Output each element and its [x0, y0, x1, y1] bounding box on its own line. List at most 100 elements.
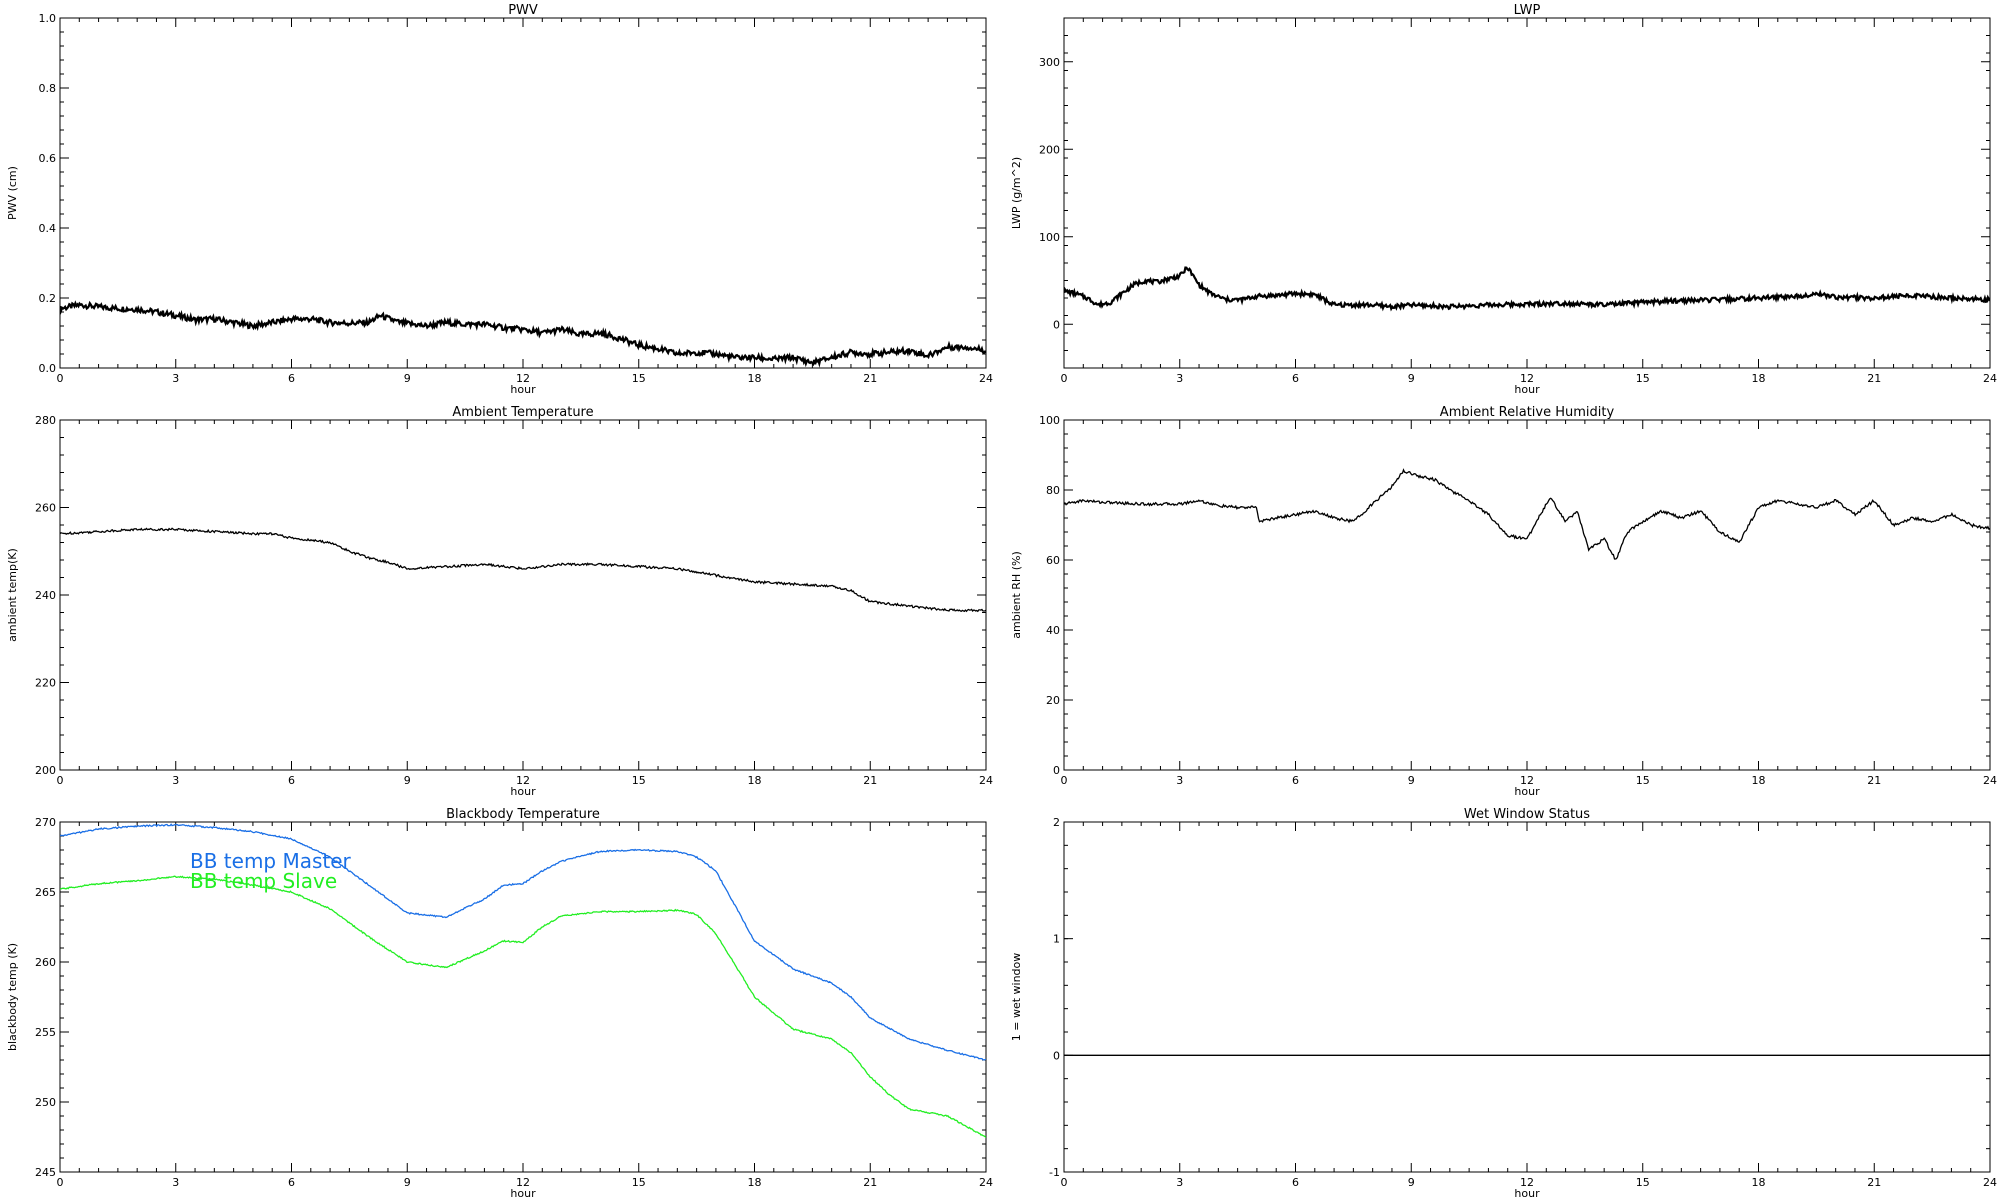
x-tick-label: 21: [863, 1176, 877, 1189]
x-tick-label: 9: [404, 1176, 411, 1189]
y-tick-label: 80: [1046, 484, 1060, 497]
x-tick-label: 12: [1520, 372, 1534, 385]
x-axis-label: hour: [1514, 785, 1540, 798]
series-line-bb-temp-slave: [60, 875, 986, 1139]
x-tick-label: 3: [172, 372, 179, 385]
x-tick-label: 3: [172, 1176, 179, 1189]
series-line: [60, 527, 986, 613]
x-tick-label: 6: [288, 372, 295, 385]
x-tick-label: 0: [1061, 1176, 1068, 1189]
x-tick-label: 9: [1408, 1176, 1415, 1189]
x-tick-label: 0: [57, 372, 64, 385]
legend-entry: BB temp Master: [190, 849, 352, 873]
y-tick-label: 240: [35, 589, 56, 602]
chart-title: Ambient Relative Humidity: [1440, 405, 1615, 420]
y-tick-label: 1: [1053, 933, 1060, 946]
series-line: [60, 300, 986, 368]
y-tick-label: 0: [1053, 764, 1060, 777]
x-tick-label: 9: [404, 372, 411, 385]
y-tick-label: 0.0: [39, 362, 57, 375]
x-tick-label: 15: [1636, 1176, 1650, 1189]
y-tick-label: 2: [1053, 816, 1060, 829]
x-tick-label: 12: [1520, 1176, 1534, 1189]
x-tick-label: 15: [1636, 774, 1650, 787]
chart-title: Ambient Temperature: [452, 405, 593, 420]
chart-panel-1: LWP 0 3 6 9 12 15 18 21 24 hour 0 100 200 300 LWP (g/m^…: [1010, 3, 1997, 396]
y-tick-label: 255: [35, 1026, 56, 1039]
y-tick-label: 280: [35, 414, 56, 427]
y-axis-label: 1 = wet window: [1010, 953, 1023, 1042]
x-tick-label: 15: [632, 1176, 646, 1189]
x-tick-label: 3: [172, 774, 179, 787]
x-tick-label: 12: [516, 1176, 530, 1189]
chart-title: Blackbody Temperature: [446, 807, 600, 822]
series-line: [1064, 468, 1990, 560]
x-tick-label: 3: [1176, 774, 1183, 787]
y-tick-label: 0.8: [39, 82, 57, 95]
y-tick-label: 220: [35, 677, 56, 690]
x-tick-label: 6: [288, 774, 295, 787]
y-tick-label: 0: [1053, 318, 1060, 331]
x-tick-label: 18: [1752, 774, 1766, 787]
x-tick-label: 24: [1983, 1176, 1997, 1189]
chart-panel-0: PWV 0 3 6 9 12 15 18 21 24 hour 0.0 0.2 0.4 0.6 0.8 1.0 P…: [6, 3, 993, 396]
y-tick-label: 270: [35, 816, 56, 829]
series-line: [1064, 266, 1990, 312]
y-axis-label: LWP (g/m^2): [1010, 157, 1023, 229]
x-tick-label: 21: [1867, 372, 1881, 385]
x-tick-label: 3: [1176, 1176, 1183, 1189]
y-tick-label: -1: [1049, 1166, 1060, 1179]
y-tick-label: 300: [1039, 56, 1060, 69]
y-tick-label: 260: [35, 502, 56, 515]
x-tick-label: 0: [57, 1176, 64, 1189]
x-tick-label: 24: [979, 372, 993, 385]
y-tick-label: 200: [1039, 143, 1060, 156]
x-tick-label: 21: [863, 372, 877, 385]
x-tick-label: 6: [288, 1176, 295, 1189]
y-tick-label: 1.0: [39, 12, 57, 25]
x-axis-label: hour: [510, 383, 536, 396]
x-tick-label: 18: [748, 774, 762, 787]
legend-entry: BB temp Slave: [190, 869, 337, 893]
y-tick-label: 0.4: [39, 222, 57, 235]
x-axis-label: hour: [510, 785, 536, 798]
y-tick-label: 245: [35, 1166, 56, 1179]
y-axis-label: ambient temp(K): [6, 548, 19, 642]
y-tick-label: 40: [1046, 624, 1060, 637]
x-tick-label: 15: [632, 372, 646, 385]
y-tick-label: 250: [35, 1096, 56, 1109]
x-tick-label: 9: [1408, 372, 1415, 385]
x-tick-label: 6: [1292, 774, 1299, 787]
chart-title: Wet Window Status: [1464, 807, 1590, 822]
x-tick-label: 0: [1061, 774, 1068, 787]
x-tick-label: 9: [1408, 774, 1415, 787]
chart-panel-3: Ambient Relative Humidity 0 3 6 9 12 15 18 21 24 h…: [1010, 405, 1997, 798]
x-tick-label: 0: [57, 774, 64, 787]
x-tick-label: 9: [404, 774, 411, 787]
y-tick-label: 0: [1053, 1049, 1060, 1062]
x-tick-label: 6: [1292, 1176, 1299, 1189]
x-axis-label: hour: [1514, 383, 1540, 396]
x-tick-label: 24: [1983, 774, 1997, 787]
x-tick-label: 18: [1752, 1176, 1766, 1189]
x-tick-label: 18: [1752, 372, 1766, 385]
x-axis-label: hour: [1514, 1187, 1540, 1200]
x-tick-label: 12: [1520, 774, 1534, 787]
x-tick-label: 24: [979, 774, 993, 787]
x-tick-label: 3: [1176, 372, 1183, 385]
y-tick-label: 60: [1046, 554, 1060, 567]
chart-title: PWV: [508, 3, 538, 18]
y-tick-label: 0.2: [39, 292, 57, 305]
x-tick-label: 18: [748, 1176, 762, 1189]
chart-panel-4: Blackbody Temperature 0 3 6 9 12 15 18 21 24 hour 2…: [6, 807, 993, 1200]
y-axis-label: PWV (cm): [6, 166, 19, 220]
x-axis-label: hour: [510, 1187, 536, 1200]
y-axis-label: blackbody temp (K): [6, 943, 19, 1051]
x-tick-label: 21: [1867, 1176, 1881, 1189]
x-tick-label: 18: [748, 372, 762, 385]
chart-panel-2: Ambient Temperature 0 3 6 9 12 15 18 21 24 hour 200…: [6, 405, 993, 798]
x-tick-label: 15: [632, 774, 646, 787]
